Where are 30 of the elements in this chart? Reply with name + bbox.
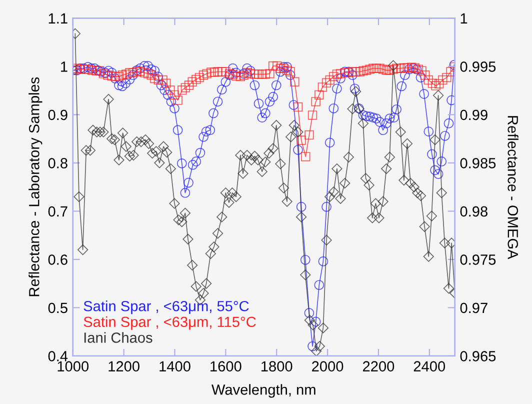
y2-tick-label: 0.97 [460, 302, 488, 314]
x-tick-label: 2400 [414, 361, 446, 372]
x-tick-label: 1000 [58, 361, 89, 372]
x-tick-label: 1400 [160, 361, 190, 372]
y-axis-title: Reflectance - Laboratory Samples [28, 77, 42, 296]
x-tick-label: 1200 [108, 361, 140, 372]
y-tick-label: 0.6 [48, 254, 68, 265]
y2-tick-label: 0.975 [460, 254, 496, 265]
text: Satin Spar , <63μm, 115°C [84, 316, 256, 330]
text: Satin Spar , <63μm, 55°C [84, 300, 249, 314]
y-tick-label: 0.9 [48, 110, 68, 120]
y2-tick-label: 1 [460, 13, 468, 24]
y-tick-label: 0.7 [48, 206, 68, 217]
y-tick-label: 1.1 [48, 13, 68, 24]
x-tick-label: 1600 [210, 361, 242, 372]
text: Iani Chaos [84, 332, 152, 343]
y2-tick-label: 0.985 [460, 158, 496, 168]
y2-tick-label: 0.995 [460, 62, 496, 72]
y2-tick-label: 0.965 [460, 351, 496, 362]
y-tick-label: 0.5 [48, 302, 68, 314]
x-axis-title: Wavelength, nm [212, 384, 316, 398]
y-tick-label: 1 [61, 62, 68, 72]
y-tick-label: 0.4 [48, 351, 68, 362]
x-tick-label: 2000 [312, 361, 344, 372]
x-tick-label: 2200 [362, 361, 394, 372]
y2-axis-title: Reflectance - OMEGA [508, 116, 518, 260]
y2-tick-label: 0.99 [460, 110, 488, 120]
y2-tick-label: 0.98 [460, 206, 488, 217]
x-tick-label: 1800 [261, 361, 292, 372]
y-tick-label: 0.8 [48, 158, 68, 168]
